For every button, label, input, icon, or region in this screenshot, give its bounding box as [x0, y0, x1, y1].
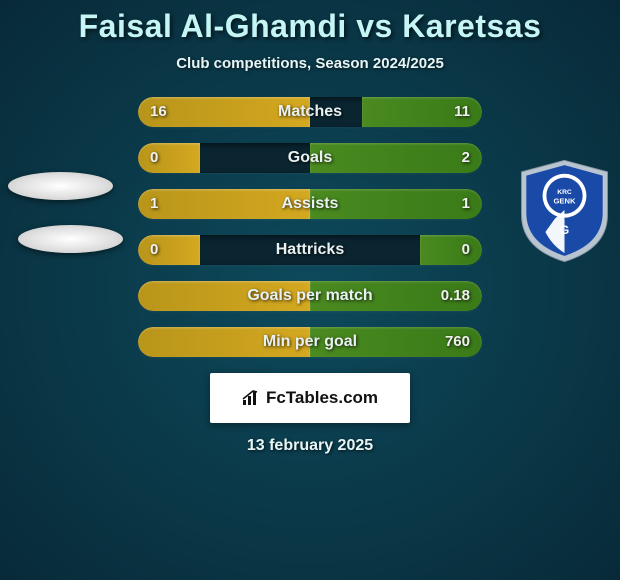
- bars-icon: [242, 390, 262, 406]
- bar-value-left: 0: [150, 143, 158, 173]
- bar-label: Goals per match: [138, 281, 482, 311]
- placeholder-shape: [8, 172, 113, 200]
- club-badge-genk: KRC GENK G: [512, 157, 617, 265]
- stat-bar-row: Min per goal760: [138, 327, 482, 357]
- svg-text:G: G: [560, 223, 570, 237]
- bar-value-right: 1: [462, 189, 470, 219]
- bar-value-left: 1: [150, 189, 158, 219]
- bar-label: Goals: [138, 143, 482, 173]
- attribution-label: FcTables.com: [266, 388, 378, 408]
- attribution-box: FcTables.com: [210, 373, 410, 423]
- stat-bar-row: Hattricks0 0: [138, 235, 482, 265]
- bar-value-right: 0: [462, 235, 470, 265]
- stat-bar-row: Goals0 2: [138, 143, 482, 173]
- subtitle: Club competitions, Season 2024/2025: [0, 55, 620, 72]
- stat-bar-row: Assists1 1: [138, 189, 482, 219]
- bar-value-right: 2: [462, 143, 470, 173]
- svg-text:KRC: KRC: [557, 189, 572, 196]
- date-line: 13 february 2025: [0, 437, 620, 455]
- stat-bar-row: Matches16 11: [138, 97, 482, 127]
- page-title: Faisal Al-Ghamdi vs Karetsas: [0, 0, 620, 45]
- right-team-logo-area: KRC GENK G: [510, 157, 620, 267]
- bar-value-left: 0: [150, 235, 158, 265]
- comparison-content: KRC GENK G Matches1611Goals02Assists11Ha…: [0, 97, 620, 357]
- bar-label: Matches: [138, 97, 482, 127]
- bar-value-left: 16: [150, 97, 167, 127]
- bar-value-right: 760: [445, 327, 470, 357]
- bar-value-right: 11: [454, 97, 470, 127]
- left-team-logo-area: [0, 157, 110, 267]
- bar-label: Min per goal: [138, 327, 482, 357]
- bar-label: Hattricks: [138, 235, 482, 265]
- bars-container: Matches1611Goals02Assists11Hattricks00Go…: [138, 97, 482, 357]
- placeholder-shape: [18, 225, 123, 253]
- bar-value-right: 0.18: [441, 281, 470, 311]
- attribution-text: FcTables.com: [242, 388, 378, 408]
- stat-bar-row: Goals per match0.18: [138, 281, 482, 311]
- svg-text:GENK: GENK: [553, 196, 576, 205]
- bar-label: Assists: [138, 189, 482, 219]
